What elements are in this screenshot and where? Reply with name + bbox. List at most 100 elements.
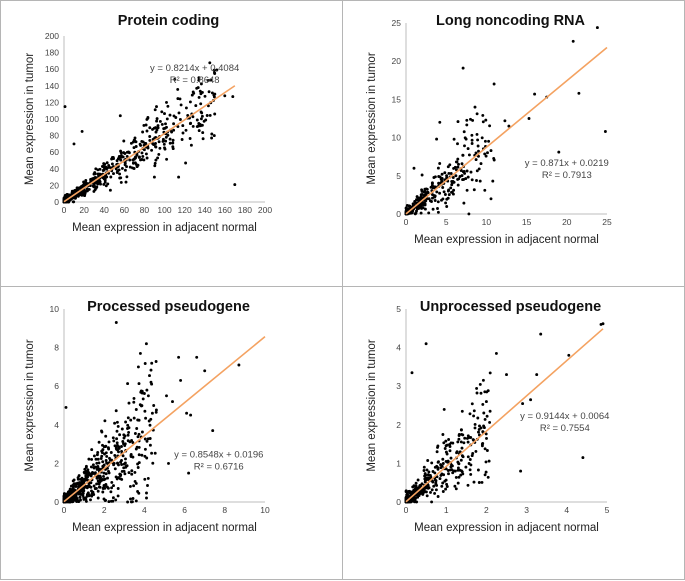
data-point (404, 489, 408, 493)
data-point (136, 365, 140, 369)
chart-title: Long noncoding RNA (436, 13, 586, 29)
data-point (469, 472, 473, 476)
data-point (476, 468, 480, 472)
data-point (456, 157, 460, 161)
data-point (457, 177, 461, 181)
data-point (110, 162, 114, 166)
data-point (152, 143, 156, 146)
data-point (205, 114, 209, 117)
data-point (89, 485, 93, 489)
data-point (454, 174, 458, 178)
data-point (412, 203, 416, 206)
data-point (440, 484, 444, 488)
data-point (126, 382, 130, 386)
data-point (132, 396, 136, 400)
x-tick-label: 6 (182, 505, 187, 515)
data-point (179, 103, 183, 107)
data-point (145, 129, 149, 133)
data-point (131, 166, 134, 170)
data-point (461, 433, 465, 437)
data-point (519, 469, 523, 473)
data-point (145, 439, 149, 443)
data-point (440, 172, 444, 176)
data-point (89, 474, 93, 478)
data-point (116, 487, 120, 490)
data-point (106, 182, 110, 186)
data-point (80, 129, 84, 133)
data-point (465, 188, 469, 192)
data-point (446, 196, 450, 200)
data-point (141, 154, 145, 158)
data-point (430, 181, 434, 185)
data-point (430, 200, 433, 203)
data-point (137, 382, 141, 386)
data-point (119, 158, 123, 162)
data-point (213, 112, 217, 116)
data-point (410, 371, 414, 375)
data-point (208, 61, 212, 65)
data-point (177, 111, 181, 115)
regression-equation: y = 0.8548x + 0.0196 (174, 450, 263, 461)
data-point (107, 471, 111, 475)
data-point (477, 149, 480, 153)
data-point (150, 148, 154, 152)
data-point (110, 480, 114, 484)
data-points (404, 26, 607, 216)
data-point (157, 140, 161, 144)
data-point (440, 464, 444, 468)
data-point (409, 500, 413, 504)
data-point (601, 322, 605, 326)
data-point (191, 90, 195, 94)
data-point (213, 71, 216, 75)
data-point (447, 438, 451, 441)
data-point (421, 492, 425, 496)
r-squared-label: R² = 0.7913 (542, 170, 592, 181)
data-point (144, 152, 148, 156)
data-point (237, 363, 241, 367)
data-point (106, 486, 110, 490)
data-point (97, 461, 101, 465)
data-point (120, 166, 124, 170)
data-point (478, 382, 482, 386)
data-point (91, 471, 94, 474)
data-point (132, 157, 136, 161)
data-point (96, 168, 100, 172)
y-tick-label: 4 (54, 420, 59, 430)
data-point (416, 478, 420, 482)
data-point (137, 432, 141, 436)
data-point (158, 119, 162, 123)
data-point (100, 164, 104, 168)
data-point (92, 465, 96, 469)
data-point (95, 185, 99, 189)
data-point (181, 124, 185, 128)
chart-panel-processed-pseudogene: Processed pseudogene 0 2 4 6 8 10 0 2 4 6 8 10 Mean e… (0, 286, 343, 580)
data-point (449, 465, 453, 469)
data-point (140, 139, 144, 143)
data-point (134, 145, 138, 148)
data-point (164, 122, 167, 126)
x-axis-label: Mean expression in adjacent normal (72, 522, 257, 534)
data-point (140, 453, 144, 457)
data-point (452, 166, 456, 170)
data-point (436, 207, 439, 210)
data-point (441, 481, 445, 485)
y-tick-label: 8 (54, 343, 59, 353)
data-point (144, 123, 148, 127)
data-point (469, 170, 473, 174)
data-point (422, 190, 426, 194)
data-point (83, 471, 87, 475)
y-tick-label: 25 (392, 18, 402, 28)
data-point (96, 182, 100, 186)
data-point (119, 149, 123, 153)
data-point (481, 113, 485, 117)
x-tick-label: 100 (157, 205, 171, 215)
data-point (437, 460, 440, 464)
chart-title: Protein coding (118, 13, 220, 29)
data-point (539, 332, 543, 336)
data-point (177, 355, 181, 359)
data-point (438, 162, 442, 165)
data-point (148, 437, 152, 440)
data-point (212, 95, 216, 99)
data-point (71, 479, 75, 483)
data-point (136, 490, 140, 493)
